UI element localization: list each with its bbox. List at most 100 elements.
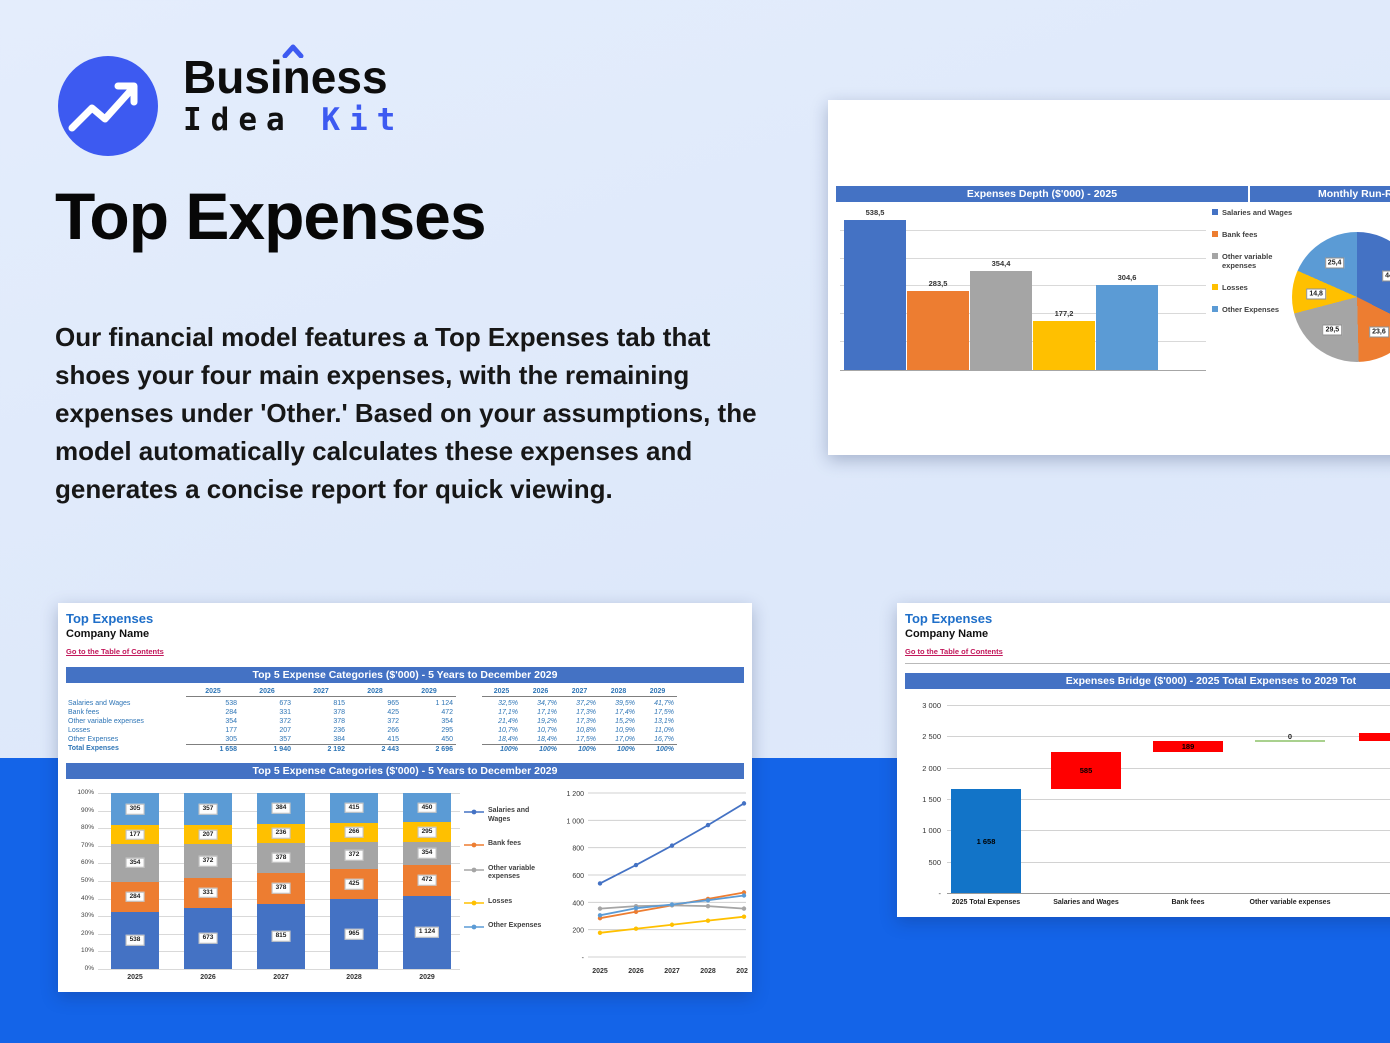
table-percent: 41,7% xyxy=(654,700,674,707)
pie-slice-label: 25,4 xyxy=(1324,257,1345,269)
table-value: 1 124 xyxy=(435,700,453,707)
grid-line xyxy=(947,736,1390,738)
segment-value-label: 266 xyxy=(344,827,364,838)
grid-line xyxy=(98,969,460,970)
sheet-company-name: Company Name xyxy=(905,628,989,640)
total-percent: 100% xyxy=(638,744,677,754)
segment-value-label: 372 xyxy=(198,855,218,867)
table-value: 305 xyxy=(225,736,237,743)
data-point xyxy=(669,902,675,907)
sheet-header: Top Expenses Company Name Go to the Tabl… xyxy=(905,611,1003,659)
year-header: 2026 xyxy=(240,687,294,697)
x-axis-label: 2028 xyxy=(700,968,716,975)
data-point xyxy=(705,903,711,909)
sheet-title: Top Expenses xyxy=(905,611,993,626)
segment-value-label: 673 xyxy=(198,933,218,944)
legend-label: Other variable expenses xyxy=(488,864,536,881)
bar-value-label: 538,5 xyxy=(865,207,885,217)
segment-value-label: 305 xyxy=(125,803,145,815)
legend-label: Salaries and Wages xyxy=(1222,208,1293,217)
table-of-contents-link[interactable]: Go to the Table of Contents xyxy=(905,647,1003,656)
corner-cell xyxy=(68,687,186,699)
y-axis-label: 1 500 xyxy=(922,795,941,804)
table-percent: 17,3% xyxy=(576,718,596,725)
x-axis-label: 2029 xyxy=(736,968,748,975)
segment-value-label: 450 xyxy=(417,802,437,813)
legend-swatch xyxy=(1212,284,1218,290)
y-axis-label: 40% xyxy=(80,894,94,902)
y-axis-label: 3 000 xyxy=(922,701,941,710)
logo-chart-icon xyxy=(58,56,158,156)
x-axis-label: 2025 Total Expenses xyxy=(951,899,1021,906)
pie-slice-label: 29,5 xyxy=(1322,324,1343,336)
year-header: 2025 xyxy=(482,687,521,697)
table-percent: 18,4% xyxy=(498,736,518,743)
x-axis-label: 2029 xyxy=(419,974,435,981)
y-axis-label: 20% xyxy=(80,929,94,937)
segment-value-label: 357 xyxy=(198,803,218,815)
legend-marker xyxy=(464,900,484,905)
x-axis-label: 2025 xyxy=(592,968,608,975)
table-percent: 11,0% xyxy=(654,727,674,734)
pie-slice-label: 44,9 xyxy=(1382,270,1390,282)
data-point xyxy=(633,906,639,911)
total-percent: 100% xyxy=(482,744,521,754)
data-point xyxy=(741,801,747,806)
year-header: 2029 xyxy=(402,687,456,697)
legend-label: Bank fees xyxy=(488,840,522,847)
top5-stacked-bar-chart: 0% 10% 20% 30% 40% 50% 60% 70% 80% 90% 100% 538 284 3… xyxy=(64,781,464,989)
table-value: 538 xyxy=(225,700,237,707)
grid-line xyxy=(947,767,1390,769)
legend-marker xyxy=(464,924,484,930)
run-rate-pie-chart: 44,9 23,6 29,5 14,8 25,4 xyxy=(1290,230,1390,370)
waterfall-bar: 118 xyxy=(1359,733,1390,741)
table-percent: 16,7% xyxy=(654,736,674,743)
legend-label: Salaries and Wages xyxy=(488,807,530,823)
table-value: 331 xyxy=(279,709,291,716)
segment-value-label: 284 xyxy=(125,891,145,903)
row-label: Other variable expenses xyxy=(68,718,144,725)
row-label: Losses xyxy=(68,727,91,734)
row-label: Salaries and Wages xyxy=(68,700,131,707)
total-row-label: Total Expenses xyxy=(68,745,119,752)
bar xyxy=(970,271,1032,370)
top5-line-chart: Salaries and Wages Bank fees Other variabl… xyxy=(462,781,748,989)
bar xyxy=(844,219,906,370)
y-axis-label: - xyxy=(938,889,942,898)
data-point xyxy=(633,926,639,931)
logo: Business Idea Kit xyxy=(183,44,404,138)
legend-swatch xyxy=(1212,253,1218,259)
table-value: 415 xyxy=(387,736,399,743)
data-point xyxy=(741,914,747,919)
y-axis-label: 80% xyxy=(80,824,94,832)
y-axis-label: 100% xyxy=(77,789,94,796)
segment-value-label: 331 xyxy=(198,887,218,899)
bar-value-label: 283,5 xyxy=(928,279,948,289)
table-value: 284 xyxy=(225,709,237,716)
x-axis-label: 2026 xyxy=(628,968,644,975)
table-value: 266 xyxy=(387,727,399,734)
data-point xyxy=(705,822,711,828)
table-value: 673 xyxy=(279,700,291,707)
y-axis-label: 200 xyxy=(572,928,584,935)
data-point xyxy=(669,843,675,848)
segment-value-label: 177 xyxy=(125,829,145,841)
y-axis-label: 50% xyxy=(80,877,94,884)
data-point xyxy=(597,906,603,911)
legend-label: Other Expenses xyxy=(1222,305,1280,314)
year-header: 2025 xyxy=(186,687,240,697)
legend-item: Salaries and Wages xyxy=(1212,208,1307,217)
bar xyxy=(1096,285,1158,370)
grid-line xyxy=(840,257,1206,259)
gap-cell xyxy=(456,735,482,744)
total-value: 1 940 xyxy=(240,744,294,754)
year-header: 2027 xyxy=(294,687,348,697)
table-of-contents-link[interactable]: Go to the Table of Contents xyxy=(66,647,164,656)
x-axis-label: 2027 xyxy=(664,968,680,975)
legend-item: Losses xyxy=(464,898,544,907)
expenses-bridge-waterfall-chart: - 500 1 000 1 500 2 000 2 500 3 000 1 658 2025 T… xyxy=(901,693,1390,915)
y-axis-label: 90% xyxy=(80,806,94,814)
x-axis-label: 2025 xyxy=(127,974,143,981)
logo-idea-text: Idea xyxy=(183,102,294,138)
total-percent: 100% xyxy=(521,744,560,754)
